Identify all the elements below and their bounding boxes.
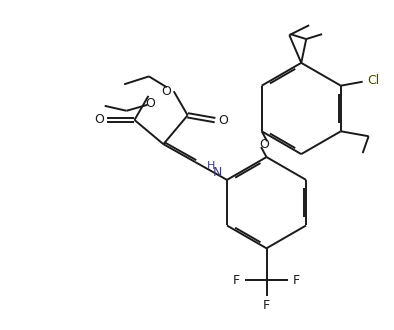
Text: Cl: Cl: [368, 74, 380, 87]
Text: N: N: [212, 166, 222, 180]
Text: O: O: [161, 85, 171, 98]
Text: O: O: [259, 138, 269, 151]
Text: F: F: [293, 274, 300, 286]
Text: O: O: [145, 97, 155, 110]
Text: H: H: [207, 161, 215, 171]
Text: O: O: [94, 114, 104, 126]
Text: F: F: [263, 299, 270, 312]
Text: F: F: [233, 274, 240, 286]
Text: O: O: [218, 114, 228, 127]
